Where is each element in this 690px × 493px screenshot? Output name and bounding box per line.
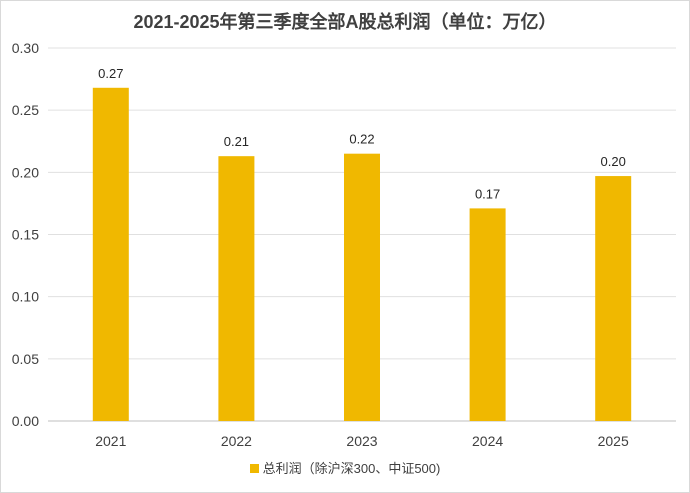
bars: [92, 87, 632, 422]
chart-title: 2021-2025年第三季度全部A股总利润（单位：万亿）: [133, 12, 557, 32]
bar-data-label: 0.27: [98, 66, 123, 81]
x-axis-ticks: 2021 2022 2023 2024 2025: [95, 433, 629, 449]
bar: [469, 208, 506, 421]
data-labels: 0.27 0.21 0.22 0.17 0.20: [98, 66, 626, 202]
legend: 总利润（除沪深300、中证500): [0, 458, 690, 477]
bar: [595, 176, 632, 421]
legend-swatch: [249, 464, 259, 474]
y-tick-label: 0.20: [12, 164, 39, 180]
y-tick-label: 0.15: [12, 227, 39, 243]
y-axis-ticks: 0.00 0.05 0.10 0.15 0.20 0.25 0.30: [12, 40, 39, 429]
bar-data-label: 0.17: [475, 186, 500, 201]
x-tick-label: 2024: [472, 433, 503, 449]
x-tick-label: 2023: [346, 433, 377, 449]
bar: [92, 87, 129, 421]
y-tick-label: 0.10: [12, 289, 39, 305]
bar-data-label: 0.20: [601, 154, 626, 169]
bar-data-label: 0.22: [349, 132, 374, 147]
y-tick-label: 0.30: [12, 40, 39, 56]
y-tick-label: 0.25: [12, 102, 39, 118]
y-tick-label: 0.05: [12, 351, 39, 367]
x-tick-label: 2022: [221, 433, 252, 449]
bar: [218, 156, 255, 422]
y-tick-label: 0.00: [12, 413, 39, 429]
legend-label: 总利润（除沪深300、中证500): [262, 461, 441, 476]
bar-data-label: 0.21: [224, 134, 249, 149]
bar: [344, 153, 380, 421]
x-tick-label: 2021: [95, 433, 126, 449]
x-tick-label: 2025: [598, 433, 629, 449]
